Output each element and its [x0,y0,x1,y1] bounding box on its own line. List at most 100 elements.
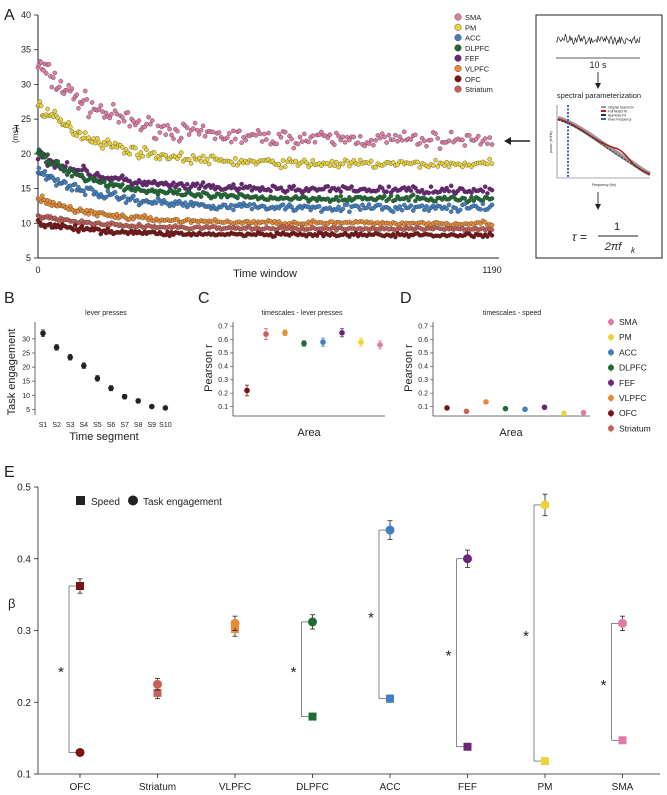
a-point-pm [444,159,449,165]
a-point-sma [306,139,311,145]
a-point-fef [480,189,486,194]
a-legend-marker [454,75,462,83]
a-point-sma [422,138,427,144]
a-x-label: Time window [233,268,297,280]
a-point-fef [349,184,354,189]
a-point-acc [63,180,68,185]
d-point-sma [580,409,587,416]
a-point-pm [86,135,91,140]
a-point-sma [312,139,318,145]
d-y-label: Pearson r [403,344,415,392]
a-point-sma [319,129,324,135]
a-point-sma [51,75,56,80]
a-point-sma [136,118,142,123]
a-point-sma [446,138,452,143]
a-point-sma [373,138,378,143]
a-point-fef [194,181,200,186]
a-point-fef [239,181,244,187]
a-point-acc [347,209,352,215]
a-point-sma [351,134,357,140]
a-point-sma [43,71,49,76]
a-point-sma [190,126,196,131]
a-point-sma [38,60,44,65]
a-point-pm [157,156,163,162]
c-y-tick-label: 0.5 [218,350,228,357]
a-point-sma [310,133,316,138]
a-point-pm [336,164,341,170]
a-point-sma [212,136,218,142]
b-y-label: Task engagement [6,329,18,416]
a-point-pm [38,103,44,109]
a-point-sma [278,135,284,140]
a-point-vlpfc [482,219,488,225]
a-point-acc [229,202,234,208]
a-point-sma [393,132,398,138]
a-point-sma [325,135,331,141]
e-x-tick-label: OFC [69,782,90,793]
a-point-acc [103,194,109,200]
panel-b: lever presses 5 10 15 20 25 30 S1 S2 S3 S4 S5 S6 S7… [6,310,172,443]
a-point-sma [338,137,344,143]
a-point-acc [182,200,188,205]
a-legend-label-sma: SMA [465,13,481,22]
d-legend-marker [608,425,614,432]
a-point-acc [89,187,95,192]
a-point-dlpfc [433,199,438,204]
d-y-tick-label: 0.4 [418,364,428,371]
a-point-pm [120,145,125,150]
a-inset-spec-legend-item: Aperiodic Fit [608,114,626,118]
a-point-vlpfc [86,212,91,217]
a-point-sma [362,143,367,149]
a-point-acc [121,194,127,199]
a-point-acc [366,202,372,207]
b-x-tick-label: S8 [134,422,143,429]
a-point-acc [112,189,118,195]
e-x-tick-label: FEF [458,782,477,793]
a-legend-marker [454,54,462,62]
a-point-sma [253,133,259,138]
d-points [444,399,587,417]
a-point-sma [397,134,403,140]
d-point-dlpfc [502,405,509,412]
a-inset-formula-den: 2πf [604,241,622,253]
a-y-tick-label: 35 [21,45,31,55]
a-point-vlpfc [95,213,100,219]
b-x-tick-label: S1 [39,422,48,429]
e-speed-point-striatum [153,688,162,697]
c-y-ticks: 0.1 0.2 0.3 0.4 0.5 0.6 0.7 [218,323,233,411]
a-point-sma [266,130,271,136]
b-title: lever presses [85,310,127,317]
b-points [40,329,169,411]
a-point-sma [165,123,170,128]
a-point-sma [98,103,104,108]
a-inset-formula-sub: k [631,246,636,255]
e-x-ticks: OFC Striatum VLPFC DLPFC ACC FEF PM SMA [69,774,634,793]
panel-letter-a: A [4,7,15,24]
a-point-sma [196,132,202,137]
b-y-tick-label: 10 [22,393,30,400]
a-point-pm [188,161,194,166]
c-title: timescales - lever presses [262,310,343,317]
b-x-tick-label: S6 [107,422,116,429]
a-point-acc [444,206,449,212]
panel-d: timescales - speed 0.1 0.2 0.3 0.4 0.5 0.6 0.7… [403,310,651,439]
panel-a: 5 10 15 20 25 30 35 40 0 1190 Time window τ (ms… [11,10,663,280]
a-point-sma [229,139,234,145]
a-point-dlpfc [69,174,75,179]
e-x-tick-label: DLPFC [296,782,329,793]
a-point-fef [278,185,284,190]
e-x-tick-label: SMA [612,782,634,793]
d-y-tick-label: 0.2 [418,390,428,397]
c-y-tick-label: 0.2 [218,390,228,397]
a-point-sma [489,142,495,147]
a-y-tick-label: 40 [21,10,31,20]
a-point-dlpfc [109,180,114,185]
a-point-pm [308,162,313,167]
a-point-sma [157,130,163,135]
a-legend-label-ofc: OFC [465,75,481,84]
a-point-sma [377,135,383,141]
a-point-sma [371,143,376,148]
a-legend-label-acc: ACC [465,34,481,43]
a-point-ofc [165,229,170,235]
